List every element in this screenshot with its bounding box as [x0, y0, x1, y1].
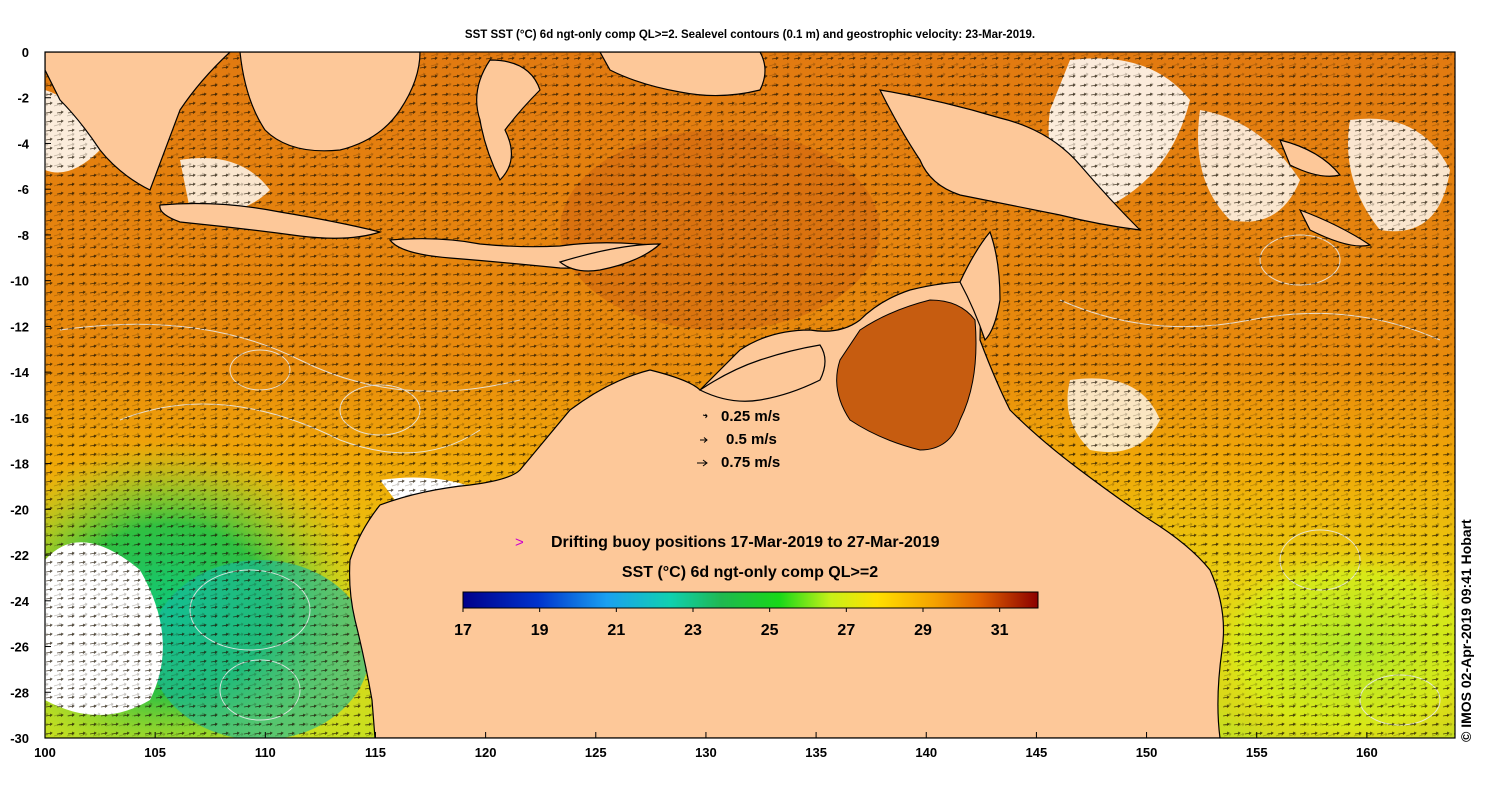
- x-tick-label: 115: [365, 745, 386, 760]
- land-java: [159, 202, 383, 239]
- colorbar-tick-label: 19: [531, 622, 549, 639]
- x-tick-label: 125: [585, 745, 607, 760]
- x-axis: 100 105 110 115 120 125 130 135 140 145 150 155 160: [34, 732, 1378, 760]
- buoy-symbol-icon: >: [515, 534, 524, 551]
- velocity-arrow-medium-icon: [700, 437, 708, 443]
- x-tick-label: 135: [805, 745, 827, 760]
- velocity-key-item: 0.5 m/s: [700, 431, 777, 448]
- y-tick-label: -28: [10, 685, 29, 700]
- y-tick-label: -10: [10, 274, 29, 289]
- credit-text: © IMOS 02-Apr-2019 09:41 Hobart: [1458, 519, 1474, 742]
- y-tick-label: -20: [10, 502, 29, 517]
- map-title: SST SST (°C) 6d ngt-only comp QL>=2. Sea…: [464, 29, 1036, 41]
- colorbar-tick-label: 23: [684, 622, 702, 639]
- colorbar-title: SST (°C) 6d ngt-only comp QL>=2: [622, 564, 878, 581]
- land-australia: [348, 281, 1225, 738]
- gulf-of-carpentaria: [836, 299, 977, 451]
- y-tick-label: -18: [10, 457, 29, 472]
- velocity-arrow-large-icon: [697, 459, 708, 467]
- colorbar-tick-label: 27: [837, 622, 855, 639]
- colorbar-gradient: [462, 591, 1039, 609]
- buoy-legend: > Drifting buoy positions 17-Mar-2019 to…: [515, 534, 940, 551]
- velocity-key-item: 0.25 m/s: [702, 408, 780, 425]
- y-tick-label: 0: [22, 45, 29, 60]
- land-sumatra-malay: [45, 52, 231, 191]
- colorbar-tick-label: 17: [454, 622, 472, 639]
- x-tick-label: 130: [695, 745, 717, 760]
- land-borneo: [239, 52, 421, 152]
- land-cape-york: [959, 230, 1001, 342]
- x-tick-label: 100: [34, 745, 56, 760]
- colorbar-tick-label: 21: [607, 622, 625, 639]
- velocity-key-item: 0.75 m/s: [697, 454, 780, 471]
- plot-frame: [44, 51, 1456, 739]
- colorbar-tick-label: 31: [991, 622, 1009, 639]
- velocity-key-label: 0.25 m/s: [721, 408, 780, 425]
- x-tick-label: 155: [1246, 745, 1268, 760]
- y-tick-label: -2: [17, 91, 29, 106]
- land-timor: [558, 243, 662, 272]
- y-tick-label: -16: [10, 411, 29, 426]
- y-tick-label: -14: [10, 365, 30, 380]
- land-philippines: [599, 52, 766, 97]
- x-tick-label: 140: [915, 745, 937, 760]
- buoy-legend-label: Drifting buoy positions 17-Mar-2019 to 2…: [551, 534, 940, 551]
- colorbar: SST (°C) 6d ngt-only comp QL>=2 17 19 21 23…: [454, 564, 1039, 639]
- colorbar-tick-label: 25: [761, 622, 779, 639]
- y-tick-label: -8: [17, 228, 29, 243]
- y-tick-label: -12: [10, 319, 29, 334]
- land-bismarck: [1279, 139, 1342, 177]
- x-tick-label: 105: [144, 745, 166, 760]
- x-tick-label: 110: [255, 745, 276, 760]
- land-solomons: [1298, 208, 1372, 247]
- map-plot-area: [45, 52, 1455, 738]
- land-sulawesi: [476, 59, 541, 182]
- velocity-key: 0.25 m/s 0.5 m/s 0.75 m/s: [697, 408, 780, 471]
- y-tick-label: -6: [17, 182, 29, 197]
- colorbar-ticks: 17 19 21 23 25 27 29 31: [454, 608, 1009, 639]
- y-tick-label: -22: [10, 548, 29, 563]
- velocity-arrow-small-icon: [702, 413, 708, 419]
- land-arnhem: [698, 344, 826, 402]
- x-tick-label: 150: [1136, 745, 1158, 760]
- colorbar-tick-label: 29: [914, 622, 932, 639]
- y-tick-label: -30: [10, 731, 29, 746]
- y-tick-label: -26: [10, 640, 29, 655]
- y-tick-label: -4: [17, 136, 29, 151]
- land-new-guinea: [878, 89, 1142, 231]
- velocity-key-label: 0.75 m/s: [721, 454, 780, 471]
- y-axis: 0 -2 -4 -6 -8 -10 -12 -14 -16 -18 -20 -22 -24 -26 -28 -…: [10, 45, 51, 746]
- x-tick-label: 120: [475, 745, 497, 760]
- x-tick-label: 145: [1026, 745, 1048, 760]
- velocity-key-label: 0.5 m/s: [726, 431, 777, 448]
- y-tick-label: -24: [10, 594, 30, 609]
- land-masses: [45, 52, 1372, 738]
- x-tick-label: 160: [1356, 745, 1378, 760]
